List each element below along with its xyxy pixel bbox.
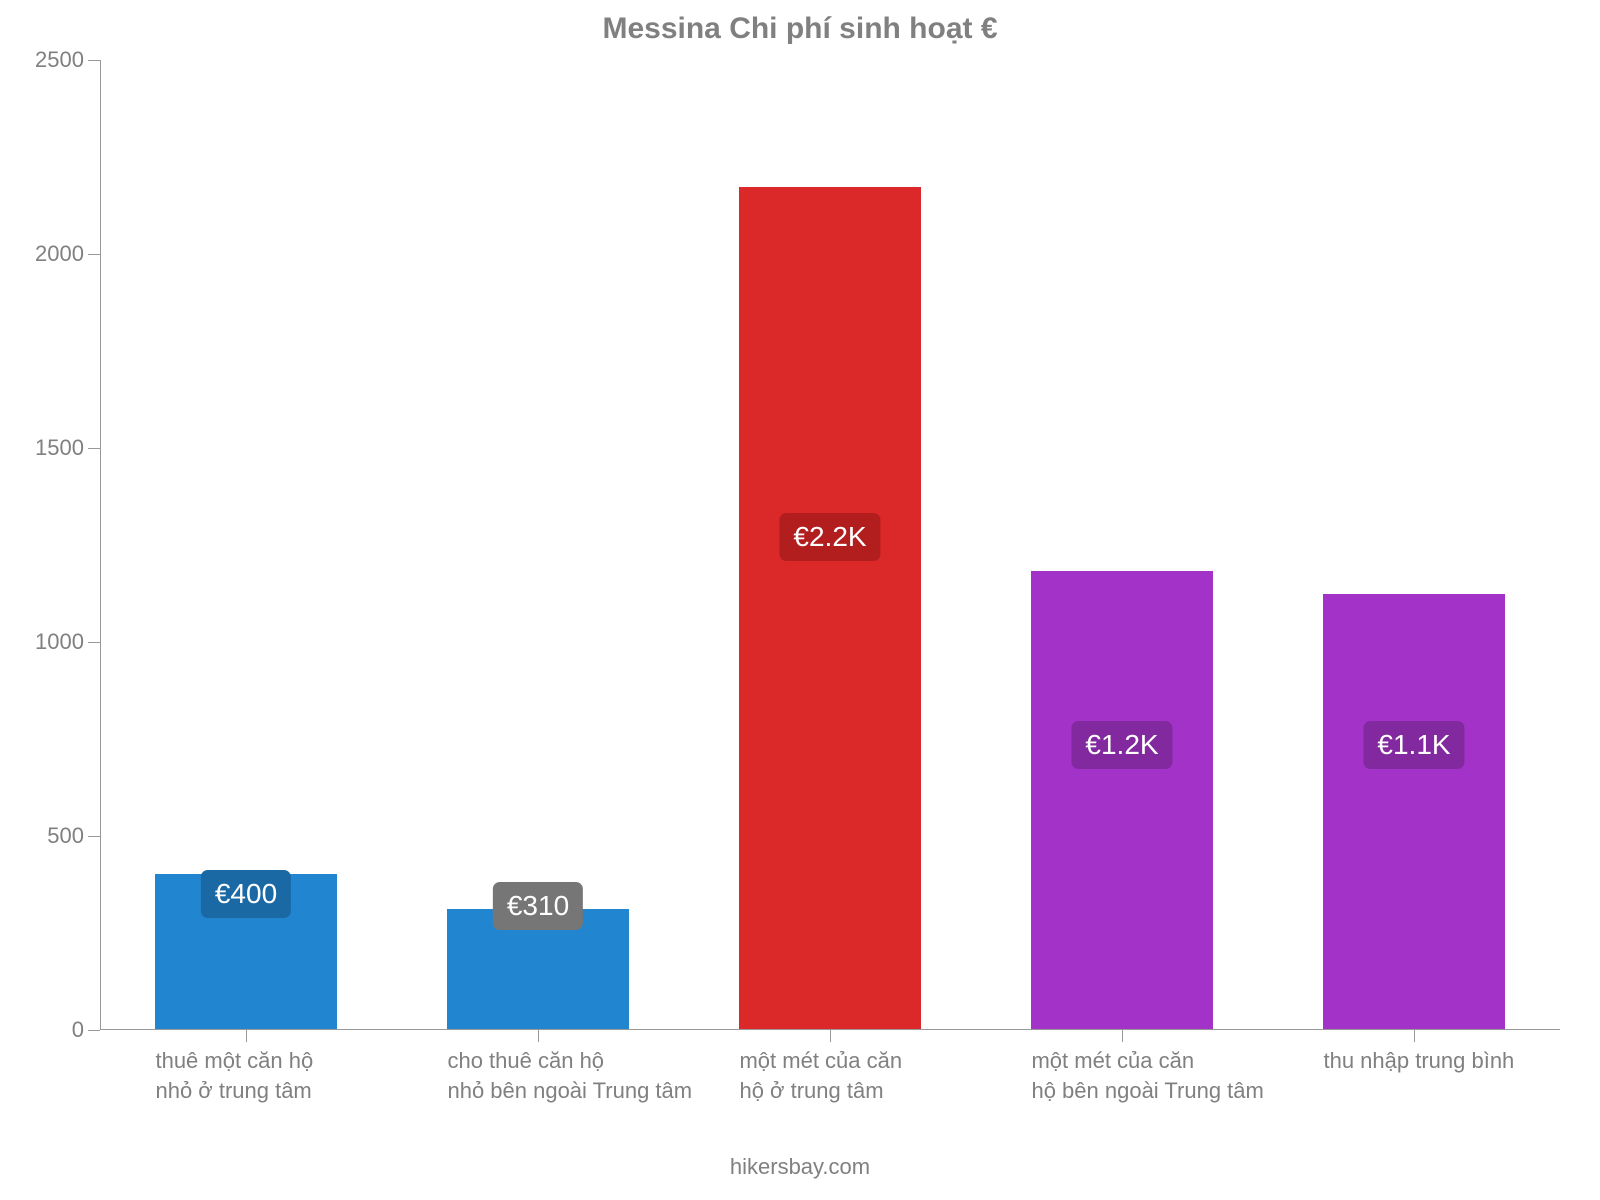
bar-value-label: €1.1K xyxy=(1363,721,1464,769)
bar-value-label: €310 xyxy=(493,882,583,930)
y-tick-label: 1500 xyxy=(35,435,100,461)
chart-title: Messina Chi phí sinh hoạt € xyxy=(0,12,1600,46)
y-tick-label: 2000 xyxy=(35,241,100,267)
plot-area: 05001000150020002500€400thuê một căn hộ … xyxy=(100,60,1560,1030)
attribution: hikersbay.com xyxy=(0,1154,1600,1180)
x-tick-label: thu nhập trung bình xyxy=(1323,1030,1600,1076)
chart-container: Messina Chi phí sinh hoạt € 050010001500… xyxy=(0,0,1600,1200)
bar xyxy=(1323,594,1504,1029)
y-axis-line xyxy=(100,60,101,1030)
bar-value-label: €1.2K xyxy=(1071,721,1172,769)
bar xyxy=(1031,571,1212,1029)
x-tick-label: một mét của căn hộ ở trung tâm xyxy=(739,1030,1046,1105)
y-tick-label: 1000 xyxy=(35,629,100,655)
y-tick-label: 0 xyxy=(72,1017,100,1043)
bar-value-label: €2.2K xyxy=(779,513,880,561)
bar-value-label: €400 xyxy=(201,870,291,918)
bar xyxy=(739,187,920,1029)
x-tick-label: cho thuê căn hộ nhỏ bên ngoài Trung tâm xyxy=(447,1030,754,1105)
x-tick-label: thuê một căn hộ nhỏ ở trung tâm xyxy=(155,1030,462,1105)
y-tick-label: 500 xyxy=(47,823,100,849)
y-tick-label: 2500 xyxy=(35,47,100,73)
x-tick-label: một mét của căn hộ bên ngoài Trung tâm xyxy=(1031,1030,1338,1105)
